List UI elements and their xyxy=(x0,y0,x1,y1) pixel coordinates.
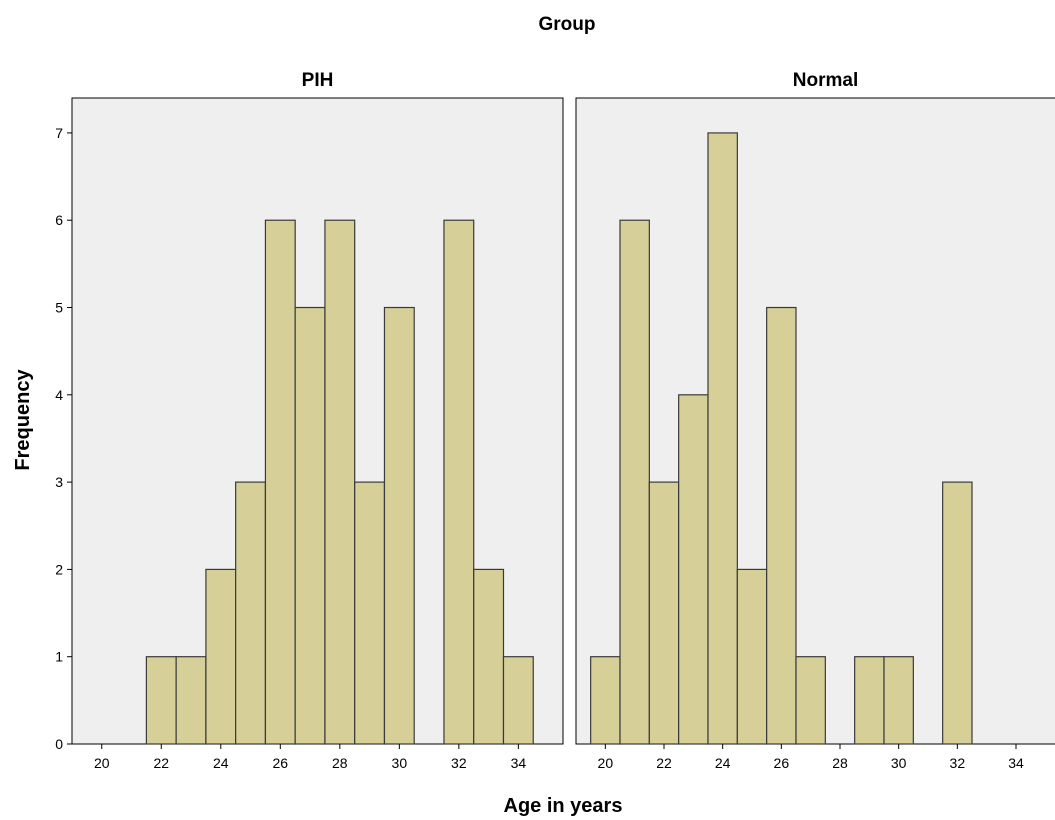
y-tick-label: 0 xyxy=(55,736,63,752)
bar-normal-age-29 xyxy=(854,656,885,745)
bar-pih-age-25 xyxy=(235,481,267,745)
x-tick-label: 32 xyxy=(451,755,467,771)
x-tick-label: 32 xyxy=(950,755,966,771)
bar-pih-age-29 xyxy=(354,481,386,745)
x-tick-label: 28 xyxy=(832,755,848,771)
bar-pih-age-33 xyxy=(473,568,505,745)
x-tick-label: 26 xyxy=(774,755,790,771)
x-tick-label: 20 xyxy=(94,755,110,771)
bar-normal-age-20 xyxy=(590,656,621,745)
panel-normal: Normal 20 22 24 26 28 30 32 34 xyxy=(575,70,1055,771)
bar-normal-age-27 xyxy=(795,656,826,745)
x-axis-label: Age in years xyxy=(504,795,623,817)
bar-pih-age-22 xyxy=(145,656,177,745)
x-tick-label: 26 xyxy=(273,755,289,771)
bar-normal-age-32 xyxy=(942,481,973,745)
bar-pih-age-34 xyxy=(502,656,534,745)
y-tick-label: 6 xyxy=(55,212,63,228)
bar-normal-age-30 xyxy=(883,656,914,745)
x-tick-label: 28 xyxy=(332,755,348,771)
y-tick-label: 2 xyxy=(55,561,63,577)
y-tick-label: 1 xyxy=(55,649,63,665)
y-tick-label: 3 xyxy=(55,474,63,490)
bar-pih-age-30 xyxy=(383,306,415,745)
bar-pih-age-28 xyxy=(324,219,356,745)
bar-normal-age-23 xyxy=(678,394,709,745)
x-tick-label: 22 xyxy=(153,755,169,771)
x-tick-label: 30 xyxy=(891,755,907,771)
bar-pih-age-32 xyxy=(443,219,475,745)
bar-pih-age-24 xyxy=(205,568,237,745)
y-tick-label: 7 xyxy=(55,125,63,141)
bar-normal-age-26 xyxy=(766,306,797,745)
x-tick-label: 34 xyxy=(511,755,527,771)
bar-normal-age-21 xyxy=(619,219,650,745)
x-tick-label: 20 xyxy=(598,755,614,771)
bar-pih-age-27 xyxy=(294,306,326,745)
bar-pih-age-26 xyxy=(264,219,296,745)
panel-title-pih: PIH xyxy=(302,70,334,91)
panel-title-normal: Normal xyxy=(793,70,858,91)
y-axis-label: Frequency xyxy=(12,369,34,471)
bar-normal-age-25 xyxy=(736,568,768,745)
x-tick-label: 24 xyxy=(715,755,731,771)
y-tick-label: 5 xyxy=(55,300,63,316)
chart-title: Group xyxy=(539,14,596,35)
bar-pih-age-23 xyxy=(175,656,207,745)
y-tick-label: 4 xyxy=(55,387,63,403)
x-tick-label: 22 xyxy=(656,755,672,771)
x-tick-label: 30 xyxy=(392,755,408,771)
bar-normal-age-24 xyxy=(707,132,738,745)
bar-normal-age-22 xyxy=(648,481,680,745)
x-tick-label: 34 xyxy=(1008,755,1024,771)
x-tick-label: 24 xyxy=(213,755,229,771)
